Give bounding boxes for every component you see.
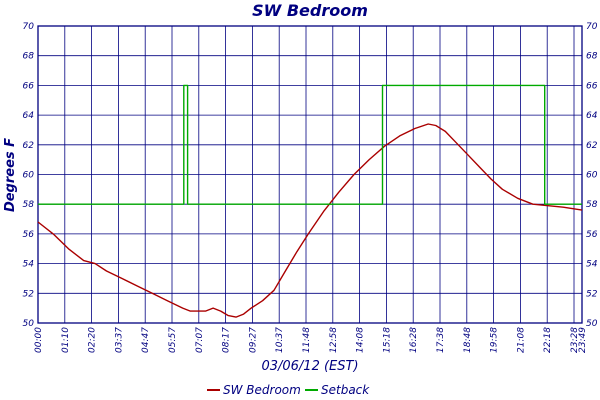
x-tick-label: 15:18	[382, 327, 392, 353]
x-tick-label: 11:48	[302, 327, 312, 353]
x-tick-label: 23:49	[578, 327, 588, 353]
y-tick-label: 70	[586, 22, 598, 32]
x-tick-label: 21:08	[516, 327, 526, 353]
legend: SW Bedroom Setback	[207, 383, 370, 397]
y-tick-label: 50	[586, 319, 598, 329]
x-tick-label: 07:07	[195, 327, 205, 353]
x-tick-label: 08:17	[222, 327, 232, 353]
y-tick-label: 64	[23, 111, 35, 121]
x-tick-label: 00:00	[34, 327, 44, 353]
x-tick-label: 01:10	[61, 327, 71, 353]
y-tick-label: 60	[586, 171, 598, 181]
x-tick-label: 09:27	[248, 327, 258, 353]
x-tick-label: 23:28	[570, 327, 580, 353]
y-tick-label: 68	[586, 52, 598, 62]
y-tick-label: 58	[586, 200, 598, 210]
y-tick-label: 52	[23, 289, 35, 299]
x-tick-label: 10:37	[275, 327, 285, 353]
y-tick-label: 66	[23, 81, 35, 91]
x-tick-label: 03:37	[114, 327, 124, 353]
x-tick-label: 22:18	[543, 327, 553, 353]
legend-label-setback: Setback	[321, 383, 370, 397]
y-tick-label: 60	[23, 171, 35, 181]
x-tick-label: 17:38	[436, 327, 446, 353]
x-tick-label: 19:58	[490, 327, 500, 353]
y-tick-label: 50	[23, 319, 35, 329]
x-tick-label: 02:20	[88, 327, 98, 353]
x-axis-label: 03/06/12 (EST)	[261, 359, 358, 374]
x-tick-label: 12:58	[329, 327, 339, 353]
x-tick-label: 14:08	[356, 327, 366, 353]
y-tick-label: 66	[586, 81, 598, 91]
series-line-sw-bedroom	[37, 123, 583, 318]
y-tick-label: 56	[586, 230, 598, 240]
y-tick-label: 58	[23, 200, 35, 210]
y-tick-label: 52	[586, 289, 598, 299]
x-tick-label: 16:28	[409, 327, 419, 353]
legend-label-sw-bedroom: SW Bedroom	[223, 383, 301, 397]
y-tick-label: 54	[586, 260, 598, 270]
x-tick-label: 18:48	[463, 327, 473, 353]
y-tick-labels-left: 50 52 54 56 58 60 62 64 66 68 70	[23, 22, 35, 329]
x-tick-label: 04:47	[141, 327, 151, 353]
y-tick-label: 56	[23, 230, 35, 240]
y-tick-label: 70	[23, 22, 35, 32]
y-tick-labels-right: 50 52 54 56 58 60 62 64 66 68 70	[586, 22, 598, 329]
series-line-setback	[38, 84, 582, 205]
y-tick-label: 68	[23, 52, 35, 62]
y-tick-label: 64	[586, 111, 598, 121]
x-tick-label: 05:57	[168, 327, 178, 353]
grid	[38, 26, 582, 323]
y-tick-label: 62	[23, 141, 35, 151]
x-tick-labels: 00:00 01:10 02:20 03:37 04:47 05:57 07:07 08:17…	[34, 327, 588, 353]
y-axis-label: Degrees F	[3, 138, 18, 212]
y-tick-label: 54	[23, 260, 35, 270]
y-tick-label: 62	[586, 141, 598, 151]
chart-title: SW Bedroom	[252, 1, 368, 20]
series-lines	[37, 84, 583, 318]
